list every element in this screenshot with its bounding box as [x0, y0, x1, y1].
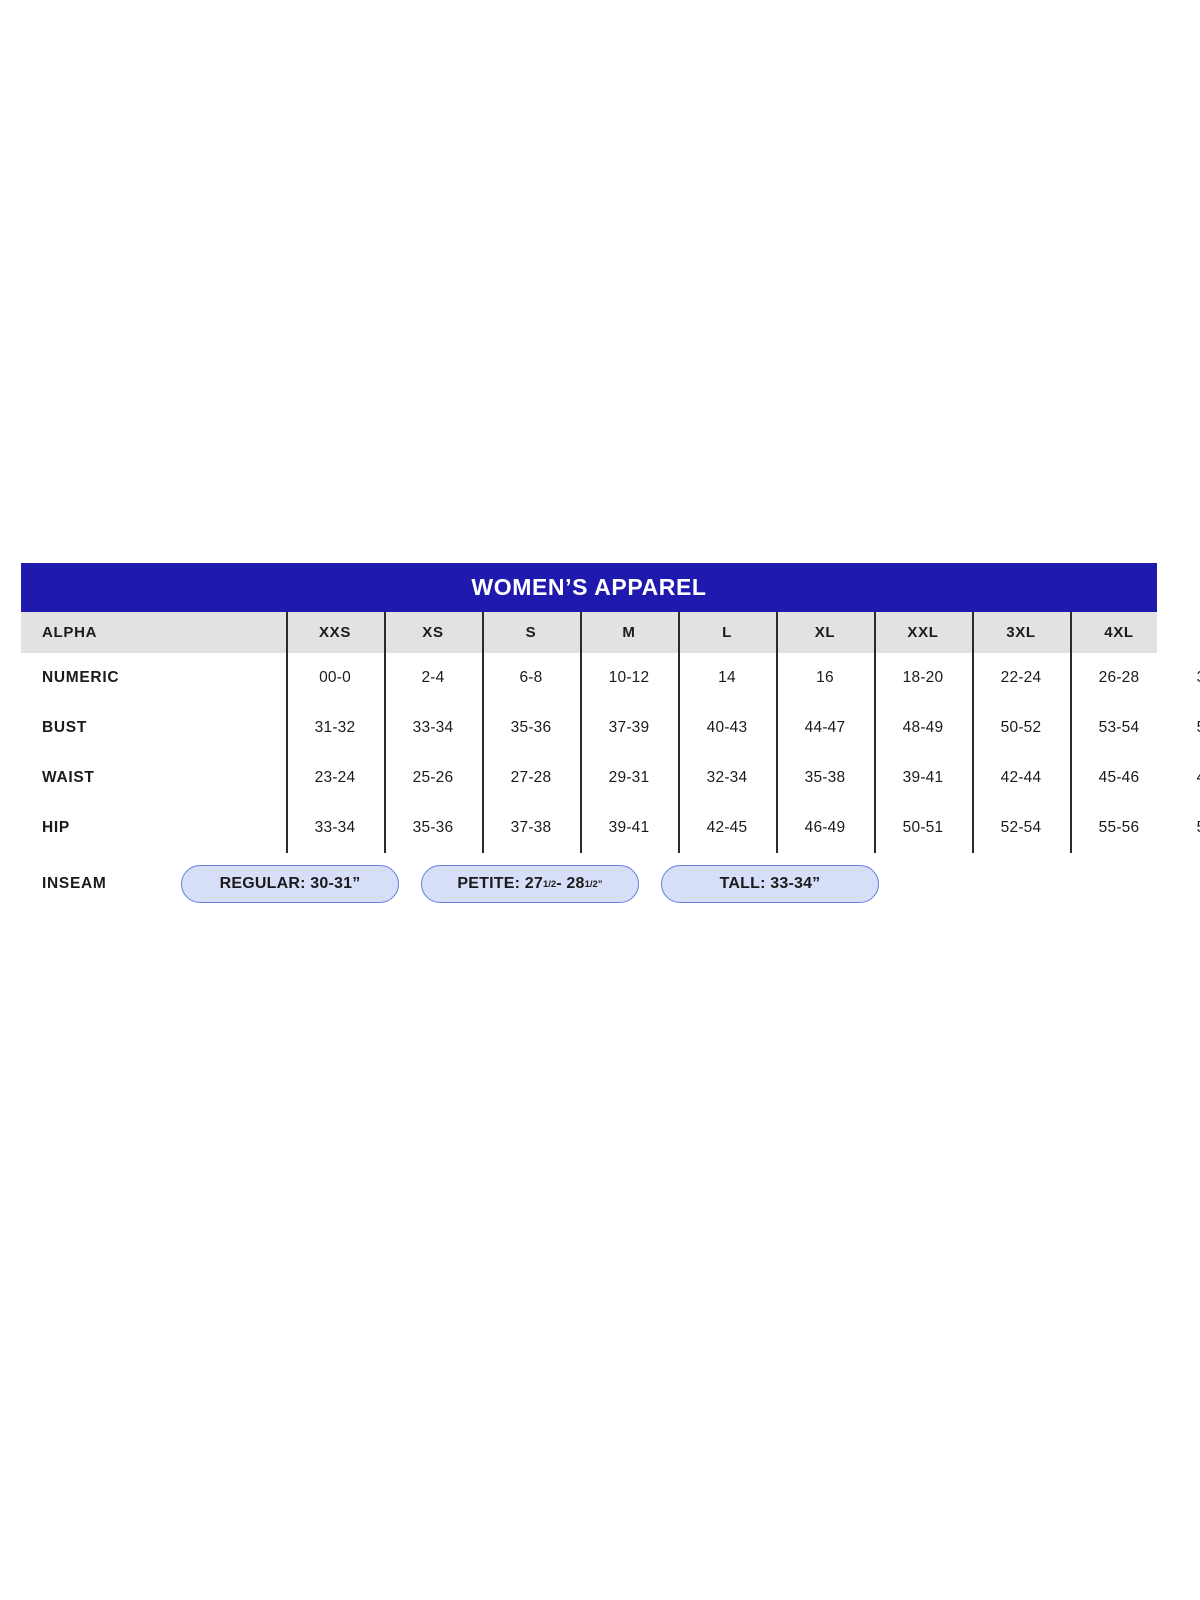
cell-waist-m: 29-31 — [608, 769, 650, 786]
inseam-option-tall[interactable]: TALL: 33-34” — [661, 865, 879, 903]
cell-waist-xxl: 39-41 — [902, 769, 944, 786]
column-header-xs: XS — [422, 624, 444, 641]
row-label-waist: WAIST — [42, 769, 95, 786]
cell-numeric-4xl: 26-28 — [1098, 669, 1140, 686]
cell-hip-s: 37-38 — [510, 819, 552, 836]
inseam-petite-fraction-low: 1/2 — [543, 878, 557, 890]
column-header-5xl: 5XL — [1168, 612, 1200, 653]
cell-hip-xxs: 33-34 — [314, 819, 356, 836]
cell-numeric-3xl: 22-24 — [1000, 669, 1042, 686]
column-header-3xl: 3XL — [1006, 624, 1036, 641]
cell-numeric-xxl: 18-20 — [902, 669, 944, 686]
cell-numeric-l: 14 — [718, 669, 736, 686]
column-header-s: S — [525, 624, 537, 641]
cell-hip-l: 42-45 — [706, 819, 748, 836]
cell-hip-3xl: 52-54 — [1000, 819, 1042, 836]
cell-bust-l: 40-43 — [706, 719, 748, 736]
inseam-petite-mid: - 28 — [556, 875, 585, 892]
cell-bust-4xl: 53-54 — [1098, 719, 1140, 736]
cell-bust-m: 37-39 — [608, 719, 650, 736]
cell-hip-4xl: 55-56 — [1098, 819, 1140, 836]
cell-bust-5xl: 55-58 — [1168, 703, 1200, 753]
column-header-m: M — [622, 624, 636, 641]
cell-hip-xl: 46-49 — [804, 819, 846, 836]
cell-bust-s: 35-36 — [510, 719, 552, 736]
cell-waist-3xl: 42-44 — [1000, 769, 1042, 786]
cell-hip-xxl: 50-51 — [902, 819, 944, 836]
cell-numeric-xl: 16 — [816, 669, 834, 686]
column-header-l: L — [722, 624, 732, 641]
row-label-bust: BUST — [42, 719, 87, 736]
column-header-xxl: XXL — [907, 624, 939, 641]
cell-numeric-m: 10-12 — [608, 669, 650, 686]
column-header-xxs: XXS — [318, 624, 352, 641]
cell-bust-xxs: 31-32 — [314, 719, 356, 736]
table-row: WAIST 23-24 25-26 27-28 29-31 32-34 35-3… — [21, 753, 1200, 803]
inseam-petite-prefix: PETITE: 27 — [457, 875, 543, 892]
cell-waist-xxs: 23-24 — [314, 769, 356, 786]
cell-bust-xs: 33-34 — [412, 719, 454, 736]
column-header-4xl: 4XL — [1104, 624, 1134, 641]
column-header-xl: XL — [814, 624, 836, 641]
row-label-inseam: INSEAM — [42, 875, 107, 892]
chart-header-row: ALPHA XXS XS S M L XL XXL 3XL 4XL 5XL — [21, 612, 1157, 653]
cell-hip-m: 39-41 — [608, 819, 650, 836]
cell-numeric-5xl: 30-32 — [1168, 653, 1200, 703]
cell-waist-5xl: 47-50 — [1168, 753, 1200, 803]
cell-bust-xl: 44-47 — [804, 719, 846, 736]
table-row: BUST 31-32 33-34 35-36 37-39 40-43 44-47… — [21, 703, 1200, 753]
row-label-hip: HIP — [42, 819, 70, 836]
chart-grid: ALPHA XXS XS S M L XL XXL 3XL 4XL 5XL NU… — [21, 612, 1200, 853]
cell-numeric-xs: 2-4 — [421, 669, 445, 686]
cell-hip-5xl: 57-60 — [1168, 803, 1200, 853]
inseam-options: REGULAR: 30-31” PETITE: 27 1/2 - 28 1/2”… — [181, 865, 879, 903]
cell-bust-3xl: 50-52 — [1000, 719, 1042, 736]
cell-waist-xs: 25-26 — [412, 769, 454, 786]
cell-numeric-xxs: 00-0 — [319, 669, 351, 686]
cell-bust-xxl: 48-49 — [902, 719, 944, 736]
cell-waist-4xl: 45-46 — [1098, 769, 1140, 786]
inseam-regular-text: REGULAR: 30-31” — [219, 875, 361, 892]
cell-numeric-s: 6-8 — [519, 669, 543, 686]
inseam-option-petite[interactable]: PETITE: 27 1/2 - 28 1/2” — [421, 865, 639, 903]
cell-waist-s: 27-28 — [510, 769, 552, 786]
row-label-numeric: NUMERIC — [42, 669, 120, 686]
cell-waist-l: 32-34 — [706, 769, 748, 786]
cell-waist-xl: 35-38 — [804, 769, 846, 786]
inseam-row: INSEAM REGULAR: 30-31” PETITE: 27 1/2 - … — [21, 853, 1157, 911]
inseam-tall-text: TALL: 33-34” — [719, 875, 821, 892]
inseam-option-regular[interactable]: REGULAR: 30-31” — [181, 865, 399, 903]
table-row: HIP 33-34 35-36 37-38 39-41 42-45 46-49 … — [21, 803, 1200, 853]
women-apparel-size-chart: WOMEN’S APPAREL ALPHA XXS XS S M L XL XX… — [21, 563, 1200, 911]
chart-banner: WOMEN’S APPAREL — [21, 563, 1157, 612]
cell-hip-xs: 35-36 — [412, 819, 454, 836]
table-row: NUMERIC 00-0 2-4 6-8 10-12 14 16 18-20 2… — [21, 653, 1200, 703]
chart-title: WOMEN’S APPAREL — [471, 574, 707, 600]
inseam-petite-fraction-high: 1/2” — [584, 878, 603, 890]
column-header-alpha: ALPHA — [42, 624, 98, 641]
